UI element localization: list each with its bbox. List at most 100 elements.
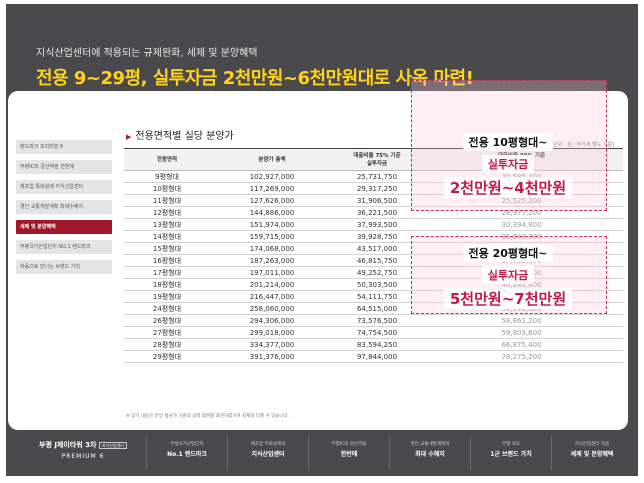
sidebar-item[interactable]: 처음으로 만나는 브랜드 가치 bbox=[16, 260, 112, 274]
table-cell: 54,111,750 bbox=[334, 290, 420, 303]
table-cell: 58,861,200 bbox=[420, 314, 623, 327]
unit-note: [단위 : 원 / 부가세 별도 기준] bbox=[551, 142, 614, 148]
table-cell: 19평형대 bbox=[124, 290, 210, 303]
table-cell: 10평형대 bbox=[124, 182, 210, 195]
table-row: 14평형대 159,715,000 39,928,750 31,943,000 bbox=[124, 230, 623, 243]
table-row: 12평형대 144,886,000 36,221,500 28,977,200 bbox=[124, 206, 623, 219]
table-cell: 174,068,000 bbox=[210, 242, 334, 255]
sidebar-item[interactable]: 랜드마크 프리미엄 6 bbox=[16, 140, 112, 154]
footnote: ※ 상기 내용은 분양 평균가 기준의 금액 범위를 표현하였으며 실제와 다를… bbox=[126, 414, 290, 419]
table-row: 27평형대 299,018,000 74,754,500 59,803,600 bbox=[124, 326, 623, 339]
footer-item-title: 최대 수혜지 bbox=[415, 451, 445, 458]
sidebar-item[interactable]: 경인 교통개발계획 최대수혜지 bbox=[16, 200, 112, 214]
footer-item-caption: 지식산업센터 적용 bbox=[574, 442, 610, 447]
table-cell: 18평형대 bbox=[124, 278, 210, 291]
table-row: 26평형대 294,306,000 73,576,500 58,861,200 bbox=[124, 314, 623, 327]
table-cell: 83,594,250 bbox=[334, 338, 420, 351]
table-cell: 74,754,500 bbox=[334, 326, 420, 339]
table-cell: 14평형대 bbox=[124, 230, 210, 243]
table-cell: 36,221,500 bbox=[334, 206, 420, 219]
callout-10s: 전용 10평형대~ 실투자금 2천만원~4천만원 bbox=[418, 131, 598, 198]
callout-20s-line1: 전용 20평형대~ bbox=[462, 244, 554, 262]
table-cell: 46,815,750 bbox=[334, 254, 420, 267]
sidebar-item[interactable]: 부평국가산업단지 NO.1 랜드마크 bbox=[16, 240, 112, 254]
footer-item-title: 한번에 bbox=[340, 451, 358, 458]
brand-badge: 지식산업센터 bbox=[98, 442, 127, 449]
footer-item-caption: 제조업 특화설계의 bbox=[250, 442, 286, 447]
brand-sub: PREMIUM 6 bbox=[61, 453, 105, 460]
table-cell: 66,875,400 bbox=[420, 338, 623, 351]
table-cell: 78,275,200 bbox=[420, 350, 623, 363]
table-cell: 64,515,000 bbox=[334, 302, 420, 315]
column-header: 대출비율 75% 기준 실투자금 bbox=[334, 148, 420, 171]
table-cell: 299,018,000 bbox=[210, 326, 334, 339]
table-cell: 187,263,000 bbox=[210, 254, 334, 267]
section-title: ▶ 전용면적별 실당 분양가 bbox=[126, 127, 234, 142]
table-cell: 49,252,750 bbox=[334, 266, 420, 279]
table-cell: 31,906,500 bbox=[334, 194, 420, 207]
brand-logo: 부평 J제이타워 3차 지식산업센터 PREMIUM 6 bbox=[28, 440, 138, 460]
sidebar-item[interactable]: 제조업 특화설계 지식산업센터 bbox=[16, 180, 112, 194]
table-row: 13평형대 151,974,000 37,993,500 30,394,800 bbox=[124, 218, 623, 231]
table-cell: 26평형대 bbox=[124, 314, 210, 327]
callout-10s-line2: 실투자금 bbox=[481, 155, 535, 173]
table-cell: 16평형대 bbox=[124, 254, 210, 267]
table-cell: 159,715,000 bbox=[210, 230, 334, 243]
callout-10s-line1: 전용 10평형대~ bbox=[462, 133, 554, 151]
footer-item-caption: 경인 교통개발계획의 bbox=[410, 442, 450, 447]
footer-items: 부평국가산업단지 No.1 랜드마크 제조업 특화설계의 지식산업센터 부평IC와 갈산… bbox=[146, 436, 632, 470]
brand-prefix: 부평 bbox=[39, 441, 52, 449]
footer-item-title: No.1 랜드마크 bbox=[167, 451, 207, 458]
table-cell: 12평형대 bbox=[124, 206, 210, 219]
table-cell: 197,011,000 bbox=[210, 266, 334, 279]
footer-item-title: 세제 및 분양혜택 bbox=[570, 451, 614, 458]
table-cell: 25,731,750 bbox=[334, 170, 420, 183]
table-cell: 334,377,000 bbox=[210, 338, 334, 351]
footer-item[interactable]: 부평국가산업단지 No.1 랜드마크 bbox=[146, 436, 227, 470]
table-cell: 73,576,500 bbox=[334, 314, 420, 327]
table-cell: 391,376,000 bbox=[210, 350, 334, 363]
column-header: 분양가 총액 bbox=[210, 148, 334, 171]
brand-name: J제이타워 3차 bbox=[54, 441, 97, 449]
footer-bar: 부평 J제이타워 3차 지식산업센터 PREMIUM 6 부평국가산업단지 No.… bbox=[6, 430, 638, 476]
table-cell: 294,306,000 bbox=[210, 314, 334, 327]
table-cell: 151,974,000 bbox=[210, 218, 334, 231]
table-cell: 201,214,000 bbox=[210, 278, 334, 291]
section-title-text: 전용면적별 실당 분양가 bbox=[135, 131, 234, 142]
table-cell: 127,626,000 bbox=[210, 194, 334, 207]
table-cell: 97,844,000 bbox=[334, 350, 420, 363]
table-cell: 28평형대 bbox=[124, 338, 210, 351]
table-row: 28평형대 334,377,000 83,594,250 66,875,400 bbox=[124, 338, 623, 351]
footer-item-title: 지식산업센터 bbox=[251, 451, 285, 458]
footer-item-title: 1군 브랜드 가치 bbox=[490, 451, 532, 458]
table-cell: 216,447,000 bbox=[210, 290, 334, 303]
table-row: 29평형대 391,376,000 97,844,000 78,275,200 bbox=[124, 350, 623, 363]
callout-20s: 전용 20평형대~ 실투자금 5천만원~7천만원 bbox=[418, 242, 598, 309]
footer-item-caption: 부평IC와 갈산역을 bbox=[331, 442, 367, 447]
footer-item[interactable]: 부평 최초 1군 브랜드 가치 bbox=[470, 436, 551, 470]
header-subtitle: 지식산업센터에 적용되는 규제완화, 세제 및 분양혜택 bbox=[36, 48, 258, 59]
table-cell: 59,803,600 bbox=[420, 326, 623, 339]
table-cell: 117,269,000 bbox=[210, 182, 334, 195]
table-cell: 39,928,750 bbox=[334, 230, 420, 243]
table-cell: 11평형대 bbox=[124, 194, 210, 207]
table-cell: 30,394,800 bbox=[420, 218, 623, 231]
table-cell: 50,303,500 bbox=[334, 278, 420, 291]
table-cell: 13평형대 bbox=[124, 218, 210, 231]
column-header: 전용면적 bbox=[124, 148, 210, 171]
sidebar-item[interactable]: 세제 및 분양혜택 bbox=[16, 220, 112, 234]
footer-item-caption: 부평 최초 bbox=[502, 442, 520, 447]
table-cell: 37,993,500 bbox=[334, 218, 420, 231]
sidebar-item[interactable]: 부평IC와 갈산역을 한번에 bbox=[16, 160, 112, 174]
table-cell: 28,977,200 bbox=[420, 206, 623, 219]
table-cell: 43,517,000 bbox=[334, 242, 420, 255]
table-cell: 17평형대 bbox=[124, 266, 210, 279]
callout-20s-line3: 5천만원~7천만원 bbox=[443, 288, 573, 309]
